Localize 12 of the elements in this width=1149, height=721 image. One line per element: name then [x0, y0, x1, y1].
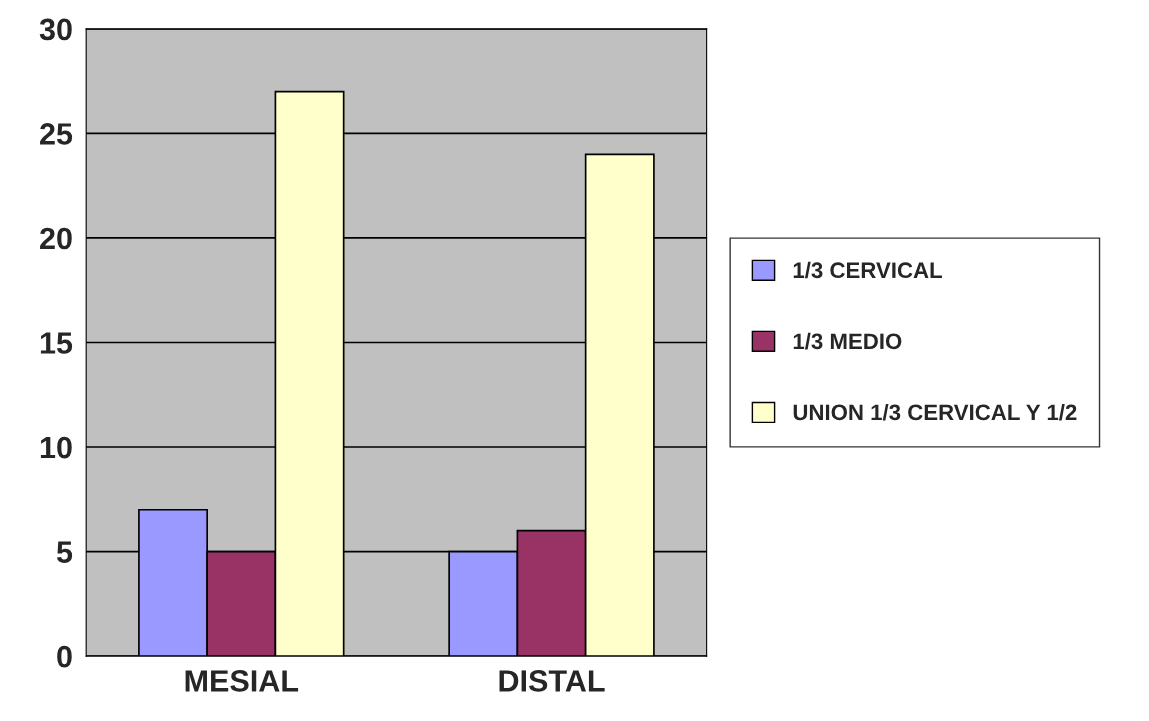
legend-label: UNION 1/3 CERVICAL Y 1/2 [793, 403, 1077, 421]
x-tick-label: MESIAL [185, 670, 299, 692]
x-tick-label: DISTAL [499, 670, 605, 692]
y-tick-label: 25 [40, 123, 73, 145]
y-tick-label: 10 [40, 436, 72, 459]
legend-label: 1/3 MEDIO [793, 332, 902, 350]
y-tick-label: 15 [40, 332, 73, 354]
y-tick-label: 20 [40, 227, 72, 250]
y-tick-label: 5 [56, 541, 73, 563]
y-tick-label: 0 [57, 645, 72, 668]
y-tick-label: 30 [39, 18, 72, 41]
legend-label: 1/3 CERVICAL [793, 261, 942, 279]
